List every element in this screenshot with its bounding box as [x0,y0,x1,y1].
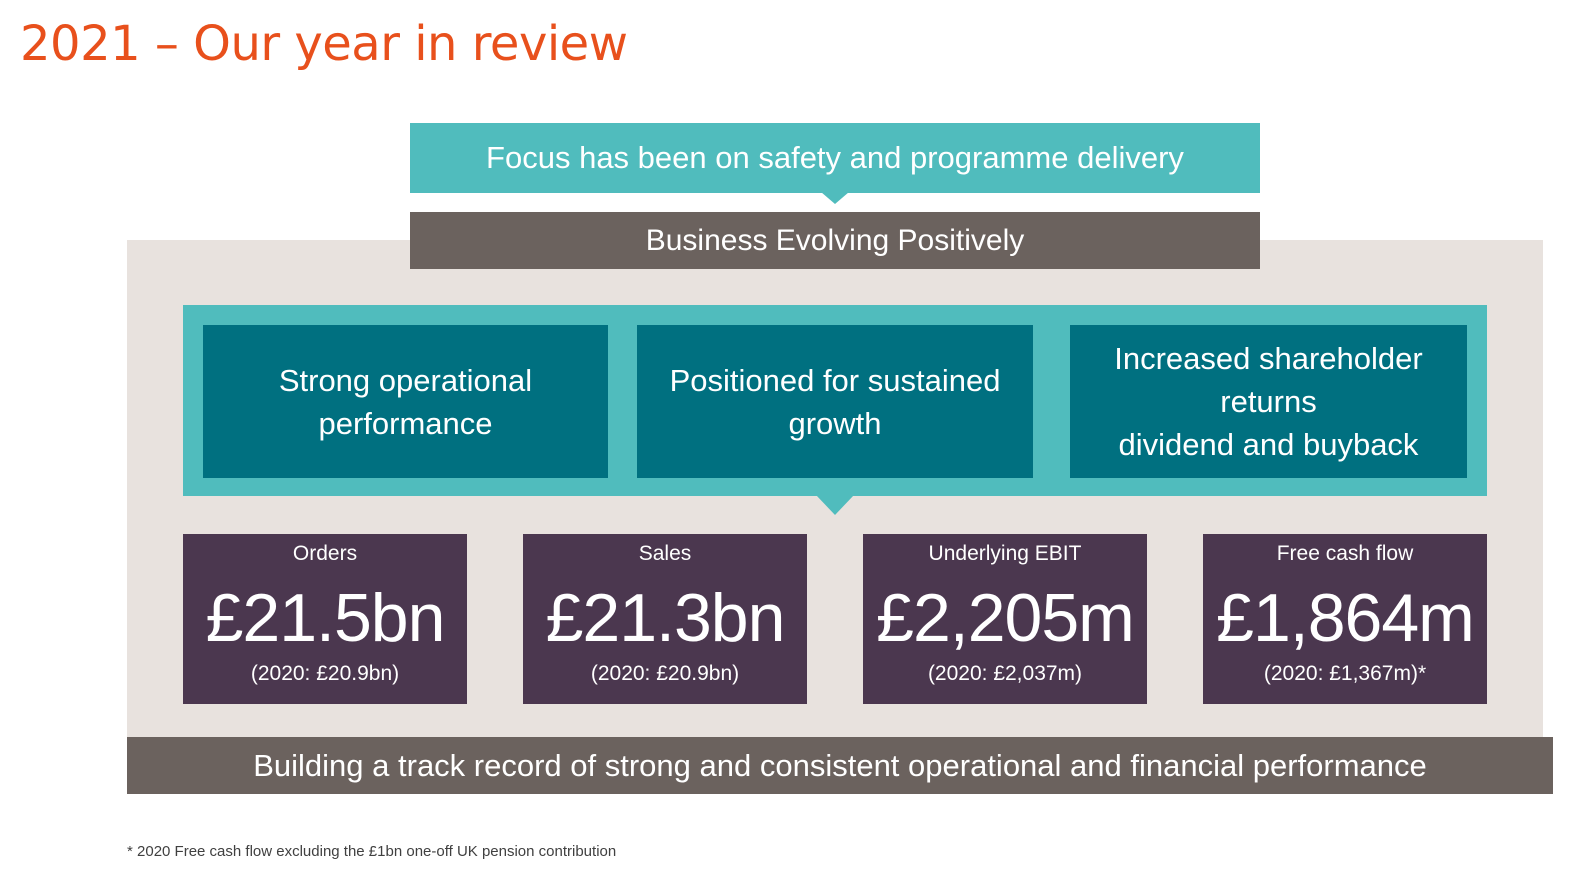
focus-banner-pointer [821,192,849,204]
kpi-sales: Sales £21.3bn (2020: £20.9bn) [523,534,807,704]
pillar-line: Increased shareholder [1114,341,1423,376]
kpi-prior-year: (2020: £20.9bn) [590,662,740,685]
pillar-line: performance [318,405,493,441]
kpi-label: Free cash flow [1276,542,1414,565]
kpi-label: Underlying EBIT [928,542,1082,565]
pillar-line: returns [1220,384,1317,419]
kpi-value: £1,864m [1216,580,1475,656]
kpi-orders: Orders £21.5bn (2020: £20.9bn) [183,534,467,704]
track-record-text: Building a track record of strong and co… [253,747,1427,783]
pillar-line: growth [788,405,882,441]
evolving-banner: Business Evolving Positively [410,212,1260,269]
kpi-prior-year: (2020: £20.9bn) [250,662,400,685]
kpi-prior-year: (2020: £1,367m)* [1263,662,1427,685]
pillar-operational: Strong operational performance [203,325,608,478]
slide-title: 2021 – Our year in review [20,16,628,72]
pillars-pointer [816,495,854,515]
pillar-line: dividend and buyback [1118,427,1419,462]
track-record-banner: Building a track record of strong and co… [127,737,1553,794]
pillar-shareholder-returns: Increased shareholder returns dividend a… [1070,325,1467,478]
kpi-value: £21.5bn [205,580,446,656]
kpi-label: Sales [638,542,692,565]
pillar-line: Positioned for sustained [669,362,1001,398]
pillar-line: Strong operational [278,362,533,398]
focus-banner-text: Focus has been on safety and programme d… [486,140,1184,175]
kpi-label: Orders [292,542,358,565]
kpi-free-cash-flow: Free cash flow £1,864m (2020: £1,367m)* [1203,534,1487,704]
pillar-growth: Positioned for sustained growth [637,325,1033,478]
footnote: * 2020 Free cash flow excluding the £1bn… [127,843,617,860]
kpi-value: £21.3bn [545,580,786,656]
evolving-banner-text: Business Evolving Positively [645,223,1025,257]
kpi-value: £2,205m [876,580,1135,656]
kpi-prior-year: (2020: £2,037m) [927,662,1083,685]
focus-banner: Focus has been on safety and programme d… [410,123,1260,193]
kpi-underlying-ebit: Underlying EBIT £2,205m (2020: £2,037m) [863,534,1147,704]
